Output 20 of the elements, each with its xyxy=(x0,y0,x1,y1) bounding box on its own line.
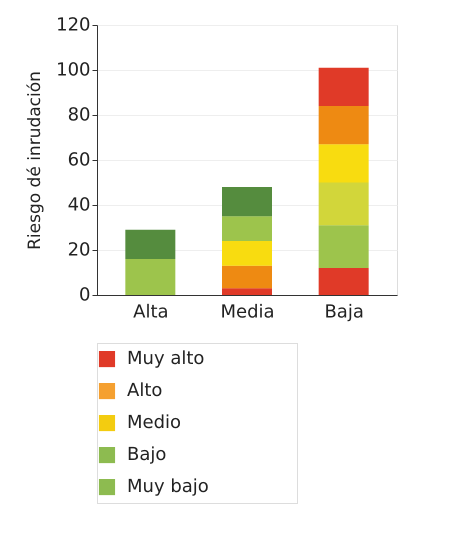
x-tick-label: Baja xyxy=(324,302,364,322)
y-axis-title: Riesgo dé inrudación xyxy=(25,71,46,250)
legend-label: Muy alto xyxy=(127,348,204,369)
bar xyxy=(318,182,369,226)
y-tick-label: 100 xyxy=(56,60,90,80)
bar xyxy=(318,268,369,295)
legend-label: Muy bajo xyxy=(127,476,209,497)
y-tick-label: 0 xyxy=(79,284,90,306)
y-tick-label: 120 xyxy=(56,14,90,36)
y-tick-label: 40 xyxy=(68,194,90,216)
x-tick-label: Media xyxy=(220,302,275,322)
bar xyxy=(318,68,369,106)
y-tick-label: 60 xyxy=(68,150,90,170)
y-tick-label: 80 xyxy=(68,104,90,126)
bar xyxy=(222,288,272,295)
legend-label: Medio xyxy=(127,412,182,433)
y-tick-label: 20 xyxy=(68,240,90,260)
legend-label: Alto xyxy=(127,380,162,401)
x-tick-label: Alta xyxy=(133,302,169,322)
legend-label: Bajo xyxy=(127,444,166,465)
